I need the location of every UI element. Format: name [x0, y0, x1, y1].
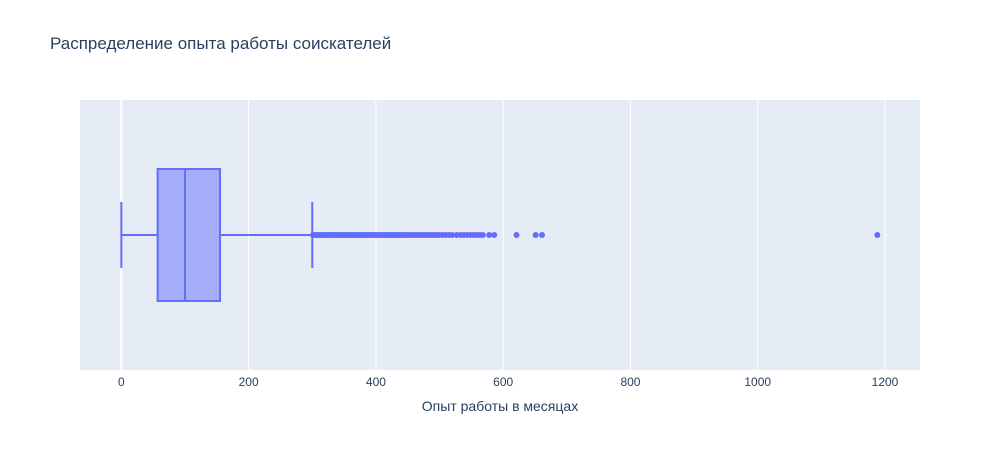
x-axis-ticks: 0 200 400 600 800 1000 1200: [118, 375, 899, 389]
iqr-box[interactable]: [156, 168, 222, 302]
x-axis-title: Опыт работы в месяцах: [422, 398, 578, 414]
outlier-point[interactable]: [532, 232, 539, 238]
outlier-point[interactable]: [539, 232, 545, 238]
x-tick-label: 400: [366, 375, 386, 389]
outlier-point[interactable]: [874, 232, 881, 238]
outlier-point[interactable]: [479, 232, 486, 238]
outlier-points[interactable]: [309, 232, 881, 238]
x-tick-label: 800: [620, 375, 640, 389]
x-tick-label: 600: [493, 375, 513, 389]
x-tick-label: 1000: [744, 375, 771, 389]
x-tick-label: 0: [118, 375, 125, 389]
box-group[interactable]: [156, 168, 222, 302]
x-tick-label: 200: [239, 375, 259, 389]
x-tick-label: 1200: [872, 375, 899, 389]
chart-title: Распределение опыта работы соискателей: [50, 34, 392, 53]
outlier-point[interactable]: [449, 232, 456, 238]
outlier-point[interactable]: [513, 232, 520, 238]
whiskers: [120, 202, 314, 268]
outlier-point[interactable]: [491, 232, 498, 238]
outlier-point[interactable]: [486, 232, 493, 238]
